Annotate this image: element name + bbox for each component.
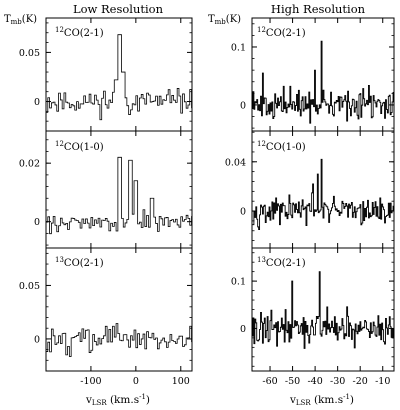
y-tick-label: 0.1 <box>231 277 246 288</box>
spectrum-line <box>252 271 394 349</box>
line-label: 12CO(1-0) <box>257 140 306 153</box>
y-tick-label: 0.02 <box>19 159 40 170</box>
y-tick-label: 0 <box>34 97 40 108</box>
y-tick-label: 0 <box>240 100 246 111</box>
x-tick-label: -60 <box>262 376 277 387</box>
y-tick-label: 0.05 <box>19 281 40 292</box>
spectrum-line <box>46 156 192 235</box>
y-tick-label: 0.04 <box>225 157 246 168</box>
y-tick-label: 0 <box>240 207 246 218</box>
spectrum-line <box>46 34 192 121</box>
x-axis-label: vLSR (km.s-1) <box>289 393 354 407</box>
high-resolution-column: High Resolution Tmb(K) 00.1 12CO(2-1) 00… <box>208 2 395 407</box>
line-label: 12CO(2-1) <box>55 26 104 39</box>
x-tick-label: -50 <box>285 376 300 387</box>
y-tick-label: 0 <box>34 217 40 228</box>
x-tick-label: -30 <box>330 376 345 387</box>
spectrum-line <box>46 323 192 357</box>
line-label: 13CO(2-1) <box>55 256 104 269</box>
spectrum-line <box>252 158 394 230</box>
x-tick-label: 100 <box>172 376 190 387</box>
x-tick-label: -100 <box>80 376 101 387</box>
x-tick-label: 0 <box>133 376 139 387</box>
spectrum-line <box>252 40 394 124</box>
y-tick-label: 0.1 <box>231 42 246 53</box>
line-label: 12CO(1-0) <box>55 140 104 153</box>
x-tick-label: -10 <box>375 376 390 387</box>
column-title: Low Resolution <box>73 2 164 16</box>
spectrum-panel: 0 0.1 -60 -50 -40 -30 -20 -10 13CO(2-1) <box>231 247 395 387</box>
spectrum-panel: 0 0.04 12CO(1-0) <box>225 130 395 249</box>
column-title: High Resolution <box>271 2 366 16</box>
y-axis-label: Tmb(K) <box>208 14 241 26</box>
panel-frame <box>45 247 193 372</box>
x-tick-label: -20 <box>353 376 368 387</box>
spectrum-panel: 0 0.1 12CO(2-1) <box>231 17 395 132</box>
x-axis-label: vLSR (km.s-1) <box>85 393 150 407</box>
line-label: 13CO(2-1) <box>257 256 306 269</box>
panel-frame <box>251 247 395 372</box>
low-resolution-column: Low Resolution Tmb(K) 00.05 12CO(2-1) 00… <box>4 2 193 407</box>
y-tick-label: 0 <box>34 334 40 345</box>
x-tick-label: -40 <box>307 376 322 387</box>
y-axis-label: Tmb(K) <box>4 14 37 26</box>
y-tick-label: 0 <box>240 324 246 335</box>
line-label: 12CO(2-1) <box>257 26 306 39</box>
spectrum-panel: 0 0.05 -100 0 100 13CO(2-1) <box>19 247 193 387</box>
y-tick-label: 0.05 <box>19 48 40 59</box>
